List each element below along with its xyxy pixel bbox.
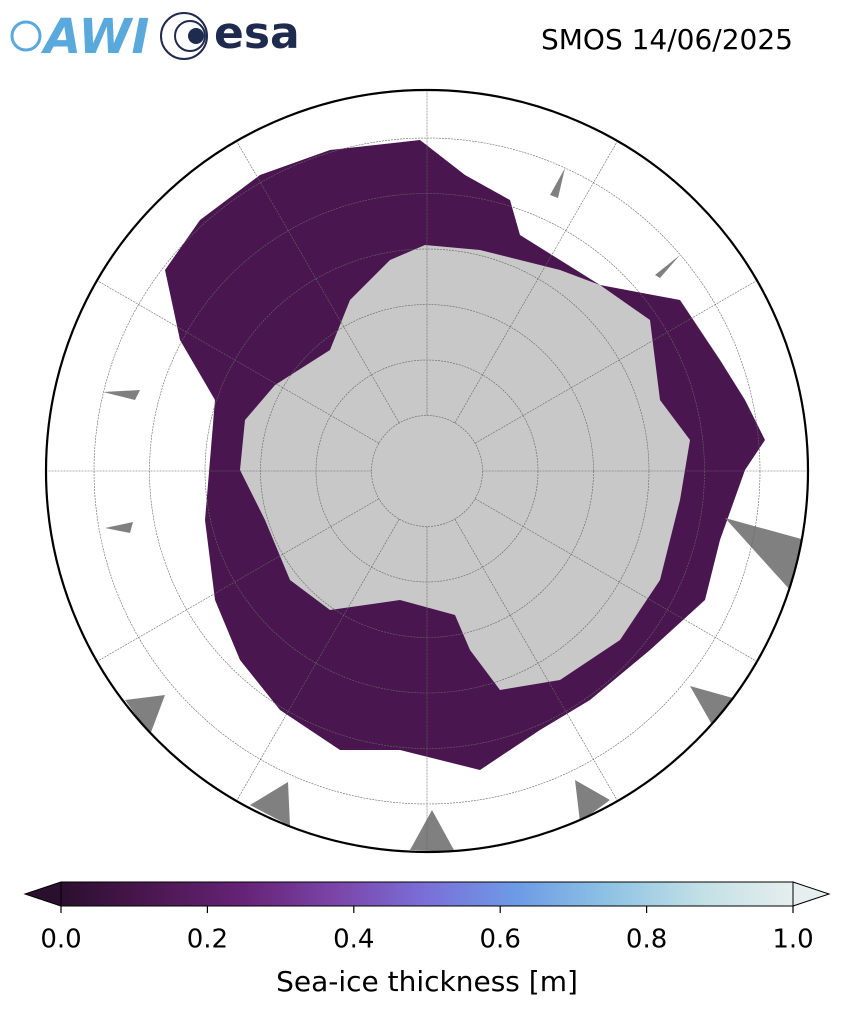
map-border bbox=[44, 88, 810, 854]
colorbar-tick-label: 0.6 bbox=[480, 925, 521, 955]
colorbar-tick-label: 0.4 bbox=[333, 925, 374, 955]
icebergs bbox=[103, 168, 805, 852]
colorbar: 0.0 0.2 0.4 0.6 0.8 1.0 Sea-ice thickness [m] bbox=[23, 881, 831, 998]
awi-logo: AWI bbox=[10, 9, 149, 65]
colorbar-tick-label: 0.0 bbox=[40, 925, 81, 955]
logo-text: esa bbox=[214, 8, 300, 59]
grid-meridian bbox=[454, 133, 623, 424]
logo-text: AWI bbox=[40, 9, 149, 65]
colorbar-ramp bbox=[60, 881, 794, 907]
grid-meridian bbox=[231, 133, 400, 424]
grid-meridian bbox=[231, 518, 400, 809]
colorbar-tick-label: 1.0 bbox=[772, 925, 813, 955]
grid-meridian bbox=[89, 498, 380, 667]
colorbar-extend bbox=[23, 881, 62, 907]
colorbar-label: Sea-ice thickness [m] bbox=[276, 965, 578, 998]
colorbar-tick-label: 0.8 bbox=[626, 925, 667, 955]
title: SMOS 14/06/2025 bbox=[541, 23, 793, 56]
map bbox=[46, 90, 808, 852]
grid-meridian bbox=[89, 275, 380, 444]
graticule bbox=[46, 90, 808, 852]
grid-meridian bbox=[474, 275, 765, 444]
colorbar-extend bbox=[792, 881, 831, 907]
esa-logo: esa bbox=[160, 8, 300, 60]
land bbox=[240, 245, 690, 690]
grid-meridian bbox=[454, 518, 623, 809]
grid-meridian bbox=[474, 498, 765, 667]
colorbar-tick-label: 0.2 bbox=[187, 925, 228, 955]
